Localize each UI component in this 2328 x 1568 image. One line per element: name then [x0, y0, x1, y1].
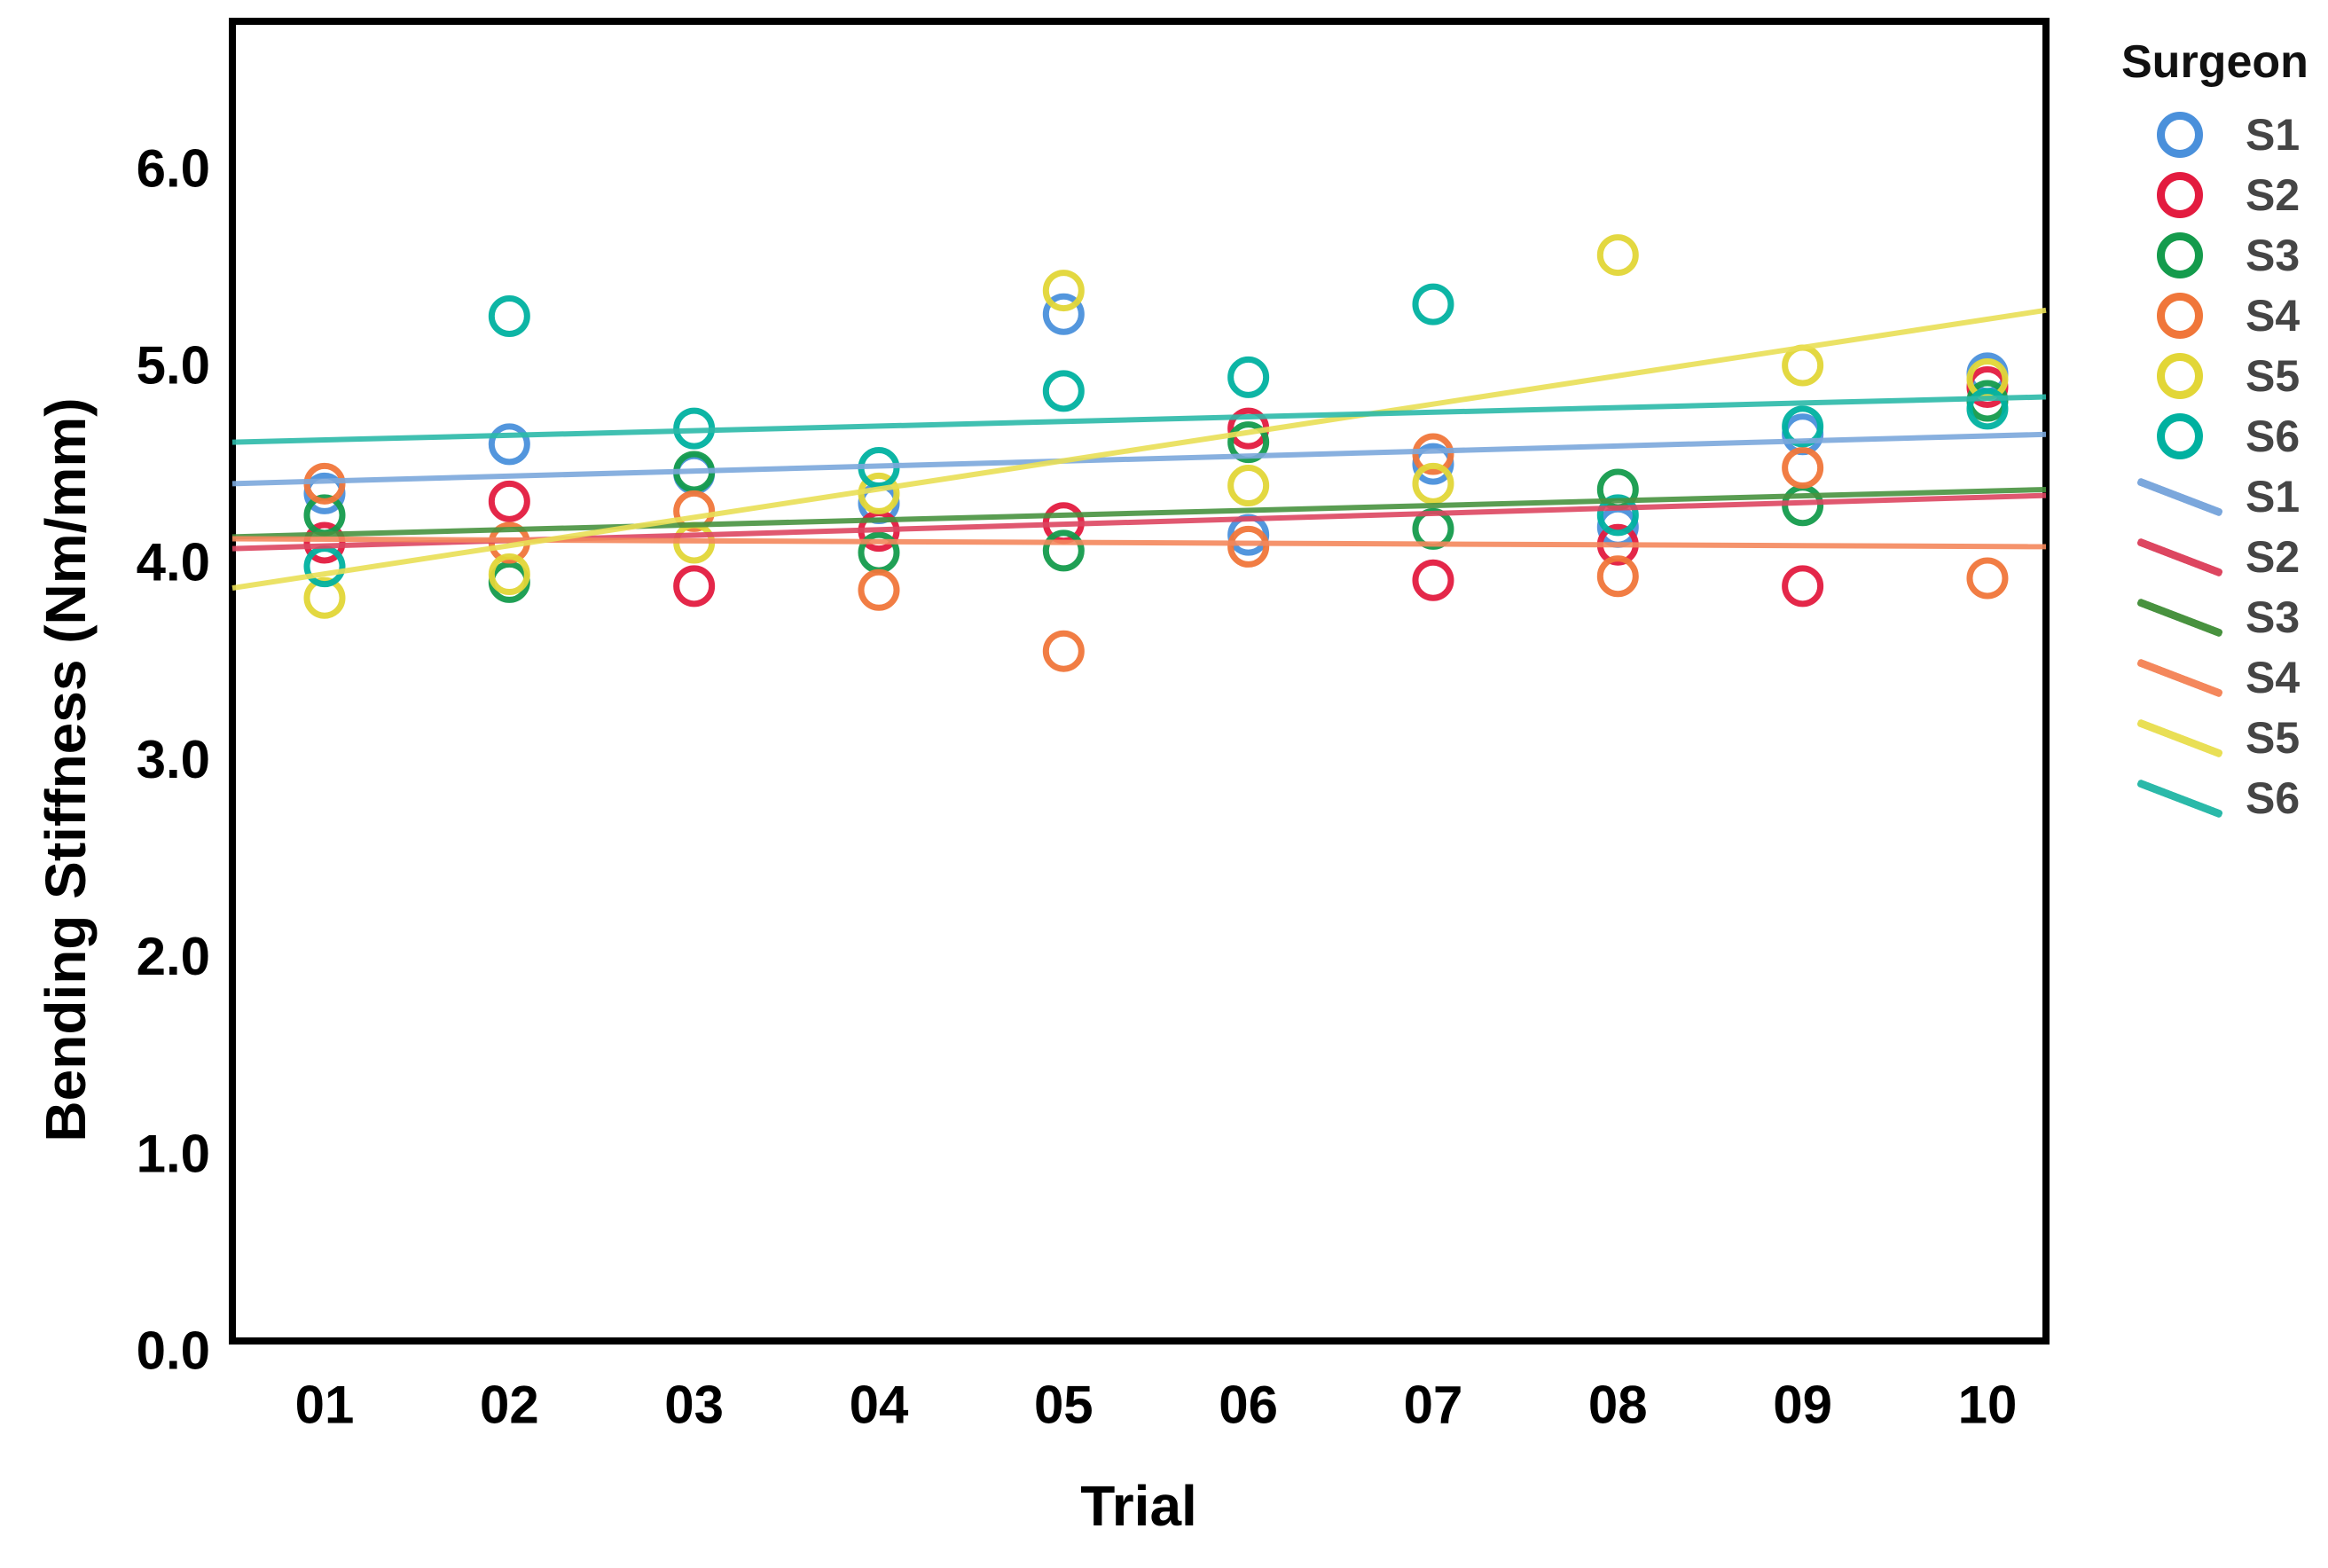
y-axis-title: Bending Stiffness (Nm/mm) [34, 397, 98, 1142]
point-s5-t05 [1042, 270, 1085, 312]
y-tick-label-5.0: 5.0 [137, 336, 210, 396]
s6-marker-icon [2157, 413, 2203, 459]
legend-marker-entry-s6: S6 [2114, 406, 2325, 466]
x-tick-label-10: 10 [1958, 1376, 2018, 1435]
legend-label: S2 [2246, 532, 2301, 582]
y-tick-label-4.0: 4.0 [137, 533, 210, 592]
point-s5-t02 [488, 553, 530, 596]
legend-label: S2 [2246, 170, 2301, 220]
point-s5-t09 [1782, 344, 1824, 387]
point-s4-t08 [1596, 555, 1639, 598]
s1-trendline-icon [2136, 476, 2224, 517]
point-s2-t07 [1412, 559, 1454, 601]
plot-border [229, 18, 2050, 1345]
legend-title: Surgeon [2121, 36, 2308, 88]
point-s5-t08 [1596, 234, 1639, 277]
s2-marker-icon [2157, 172, 2203, 218]
x-tick-label-02: 02 [480, 1376, 539, 1435]
legend: Surgeon S1 S2 S3 S4 S5 S6 S1 S2 S3 S4 [2114, 35, 2325, 828]
point-s4-t09 [1782, 447, 1824, 490]
legend-marker-entry-s2: S2 [2114, 165, 2325, 225]
y-tick-label-2.0: 2.0 [137, 927, 210, 986]
point-s5-t07 [1412, 462, 1454, 505]
legend-label: S4 [2246, 291, 2301, 341]
point-s2-t01 [303, 521, 346, 564]
point-s2-t03 [673, 565, 716, 608]
point-s4-t06 [1227, 525, 1270, 568]
point-s6-t01 [303, 545, 346, 588]
legend-label: S3 [2246, 592, 2301, 642]
s5-marker-icon [2157, 353, 2203, 399]
legend-label: S1 [2246, 472, 2301, 521]
x-tick-label-01: 01 [295, 1376, 355, 1435]
legend-label: S5 [2246, 351, 2301, 401]
x-tick-label-04: 04 [850, 1376, 909, 1435]
x-tick-label-05: 05 [1034, 1376, 1093, 1435]
legend-marker-entry-s4: S4 [2114, 286, 2325, 346]
s1-marker-icon [2157, 112, 2203, 158]
point-s1-t05 [1042, 293, 1085, 335]
trend-line-s1 [231, 431, 2047, 487]
legend-marker-entry-s1: S1 [2114, 105, 2325, 165]
y-tick-label-3.0: 3.0 [137, 730, 210, 789]
trend-line-s5 [231, 307, 2047, 592]
legend-label: S6 [2246, 773, 2301, 823]
x-tick-label-06: 06 [1219, 1376, 1278, 1435]
point-s2-t02 [488, 480, 530, 522]
s3-marker-icon [2157, 232, 2203, 278]
point-s4-t05 [1042, 630, 1085, 672]
s3-trendline-icon [2136, 597, 2224, 638]
y-tick-label-6.0: 6.0 [137, 138, 210, 198]
trend-line-s3 [231, 486, 2047, 540]
point-s2-t09 [1782, 565, 1824, 608]
legend-label: S1 [2246, 110, 2301, 160]
point-s6-t10 [1966, 388, 2009, 430]
point-s3-t05 [1042, 529, 1085, 572]
point-s5-t06 [1227, 465, 1270, 507]
s6-trendline-icon [2136, 778, 2224, 819]
y-tick-label-1.0: 1.0 [137, 1124, 210, 1183]
point-s6-t09 [1782, 405, 1824, 448]
legend-line-entry-s6: S6 [2114, 768, 2325, 828]
s4-trendline-icon [2136, 657, 2224, 698]
x-tick-label-09: 09 [1773, 1376, 1832, 1435]
legend-line-entry-s4: S4 [2114, 647, 2325, 708]
point-s4-t04 [858, 568, 900, 611]
x-tick-label-08: 08 [1588, 1376, 1648, 1435]
s5-trendline-icon [2136, 717, 2224, 758]
legend-label: S4 [2246, 653, 2301, 702]
legend-line-entry-s5: S5 [2114, 708, 2325, 768]
legend-line-entry-s2: S2 [2114, 527, 2325, 587]
s4-marker-icon [2157, 293, 2203, 339]
legend-label: S3 [2246, 231, 2301, 280]
legend-marker-entry-s3: S3 [2114, 225, 2325, 286]
trend-line-s6 [231, 394, 2047, 445]
x-tick-label-03: 03 [664, 1376, 724, 1435]
point-s6-t05 [1042, 370, 1085, 412]
legend-line-entry-s1: S1 [2114, 466, 2325, 527]
point-s6-t07 [1412, 283, 1454, 325]
legend-line-entry-s3: S3 [2114, 587, 2325, 647]
y-tick-label-0.0: 0.0 [137, 1321, 210, 1381]
point-s6-t08 [1596, 494, 1639, 537]
legend-marker-entry-s5: S5 [2114, 346, 2325, 406]
legend-label: S5 [2246, 713, 2301, 763]
point-s4-t03 [673, 490, 716, 532]
point-s3-t06 [1227, 421, 1270, 464]
point-s1-t02 [488, 423, 530, 466]
point-s6-t06 [1227, 356, 1270, 398]
point-s5-t01 [303, 576, 346, 619]
point-s4-t10 [1966, 557, 2009, 600]
s2-trendline-icon [2136, 537, 2224, 577]
x-axis-title: Trial [1080, 1474, 1197, 1538]
point-s6-t02 [488, 294, 530, 337]
x-tick-label-07: 07 [1404, 1376, 1463, 1435]
legend-label: S6 [2246, 412, 2301, 461]
